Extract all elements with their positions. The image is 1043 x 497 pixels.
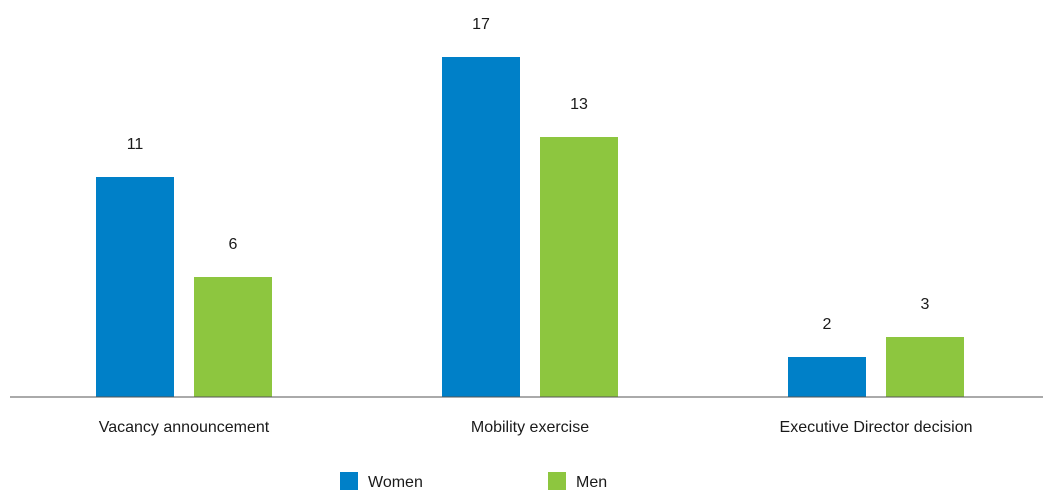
value-label-women-executive-director-decision: 2 (823, 316, 832, 333)
category-label-executive-director-decision: Executive Director decision (780, 419, 973, 436)
value-label-men-vacancy-announcement: 6 (229, 236, 238, 253)
bar-women-executive-director-decision (788, 357, 866, 397)
bar-men-executive-director-decision (886, 337, 964, 397)
category-label-mobility-exercise: Mobility exercise (471, 419, 589, 436)
bar-men-mobility-exercise (540, 137, 618, 397)
bar-women-vacancy-announcement (96, 177, 174, 397)
legend-label-women: Women (368, 474, 423, 491)
bars-layer (96, 57, 964, 397)
value-label-women-mobility-exercise: 17 (472, 16, 490, 33)
legend-label-men: Men (576, 474, 607, 491)
bar-women-mobility-exercise (442, 57, 520, 397)
category-label-vacancy-announcement: Vacancy announcement (99, 419, 270, 436)
legend-swatch-women (340, 472, 358, 490)
category-labels-layer: Vacancy announcement Mobility exercise Exe… (99, 419, 973, 436)
value-label-men-executive-director-decision: 3 (921, 296, 930, 313)
legend: Women Men (340, 472, 607, 491)
bar-men-vacancy-announcement (194, 277, 272, 397)
value-label-women-vacancy-announcement: 11 (127, 136, 144, 153)
value-labels-layer: 11 6 17 13 2 3 (127, 16, 930, 333)
legend-swatch-men (548, 472, 566, 490)
value-label-men-mobility-exercise: 13 (570, 96, 588, 113)
